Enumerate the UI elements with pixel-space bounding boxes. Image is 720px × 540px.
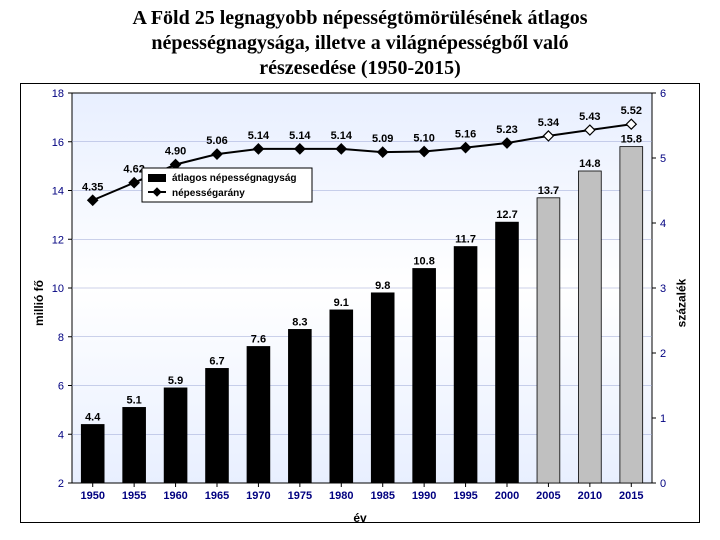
chart-title: A Föld 25 legnagyobb népességtömörülésén…: [0, 0, 720, 83]
svg-text:5.23: 5.23: [496, 124, 517, 136]
svg-text:5.09: 5.09: [372, 133, 393, 145]
svg-text:2: 2: [58, 478, 64, 490]
svg-text:4: 4: [660, 218, 666, 230]
svg-text:13.7: 13.7: [538, 185, 559, 197]
x-axis-label: év: [353, 511, 366, 525]
title-line-1: A Föld 25 legnagyobb népességtömörülésén…: [132, 7, 587, 29]
svg-text:2015: 2015: [619, 490, 643, 502]
chart-container: millió fő százalék év 246810121416180123…: [20, 83, 700, 523]
svg-text:1960: 1960: [163, 490, 187, 502]
svg-text:2010: 2010: [578, 490, 602, 502]
svg-text:átlagos népességnagyság: átlagos népességnagyság: [172, 173, 297, 184]
svg-text:10: 10: [52, 283, 64, 295]
svg-text:2: 2: [660, 348, 666, 360]
svg-text:1970: 1970: [246, 490, 270, 502]
svg-text:5: 5: [660, 153, 666, 165]
svg-text:5.14: 5.14: [289, 130, 311, 142]
svg-text:15.8: 15.8: [621, 134, 642, 146]
svg-text:5.16: 5.16: [455, 129, 476, 141]
svg-text:12: 12: [52, 234, 64, 246]
svg-text:5.14: 5.14: [331, 130, 353, 142]
svg-text:9.1: 9.1: [334, 297, 349, 309]
svg-text:népességarány: népességarány: [172, 188, 245, 199]
svg-text:1955: 1955: [122, 490, 146, 502]
chart-svg: 2468101214161801234564.45.15.96.77.68.39…: [20, 83, 700, 523]
svg-text:14.8: 14.8: [579, 158, 600, 170]
svg-text:9.8: 9.8: [375, 280, 390, 292]
svg-text:8: 8: [58, 332, 64, 344]
svg-text:5.9: 5.9: [168, 375, 183, 387]
svg-text:1990: 1990: [412, 490, 436, 502]
svg-text:1950: 1950: [80, 490, 104, 502]
svg-text:1980: 1980: [329, 490, 353, 502]
title-line-2: népességnagysága, illetve a világnépessé…: [151, 32, 568, 54]
svg-text:6: 6: [58, 381, 64, 393]
svg-text:4.35: 4.35: [82, 181, 103, 193]
svg-text:4: 4: [58, 429, 64, 441]
svg-text:18: 18: [52, 88, 64, 100]
svg-text:4.90: 4.90: [165, 146, 186, 158]
svg-text:2005: 2005: [536, 490, 560, 502]
svg-text:5.14: 5.14: [248, 130, 270, 142]
svg-text:2000: 2000: [495, 490, 519, 502]
svg-text:6: 6: [660, 88, 666, 100]
svg-text:1975: 1975: [288, 490, 312, 502]
svg-text:8.3: 8.3: [292, 316, 307, 328]
svg-text:1: 1: [660, 413, 666, 425]
svg-text:5.06: 5.06: [206, 135, 227, 147]
title-line-3: részesedése (1950-2015): [259, 57, 461, 79]
svg-text:12.7: 12.7: [496, 209, 517, 221]
svg-text:5.52: 5.52: [621, 105, 642, 117]
svg-text:1965: 1965: [205, 490, 229, 502]
svg-text:10.8: 10.8: [413, 256, 434, 268]
svg-text:5.10: 5.10: [413, 133, 434, 145]
y-left-axis-label: millió fő: [32, 280, 46, 326]
svg-text:4.4: 4.4: [85, 412, 101, 424]
svg-text:5.43: 5.43: [579, 111, 600, 123]
svg-text:16: 16: [52, 137, 64, 149]
svg-text:3: 3: [660, 283, 666, 295]
svg-text:1985: 1985: [370, 490, 394, 502]
svg-text:6.7: 6.7: [209, 355, 224, 367]
svg-text:11.7: 11.7: [455, 234, 476, 246]
svg-text:5.34: 5.34: [538, 117, 560, 129]
svg-text:14: 14: [52, 186, 64, 198]
svg-text:5.1: 5.1: [126, 394, 141, 406]
y-right-axis-label: százalék: [675, 279, 689, 328]
svg-text:0: 0: [660, 478, 666, 490]
svg-text:7.6: 7.6: [251, 334, 266, 346]
svg-text:1995: 1995: [453, 490, 477, 502]
